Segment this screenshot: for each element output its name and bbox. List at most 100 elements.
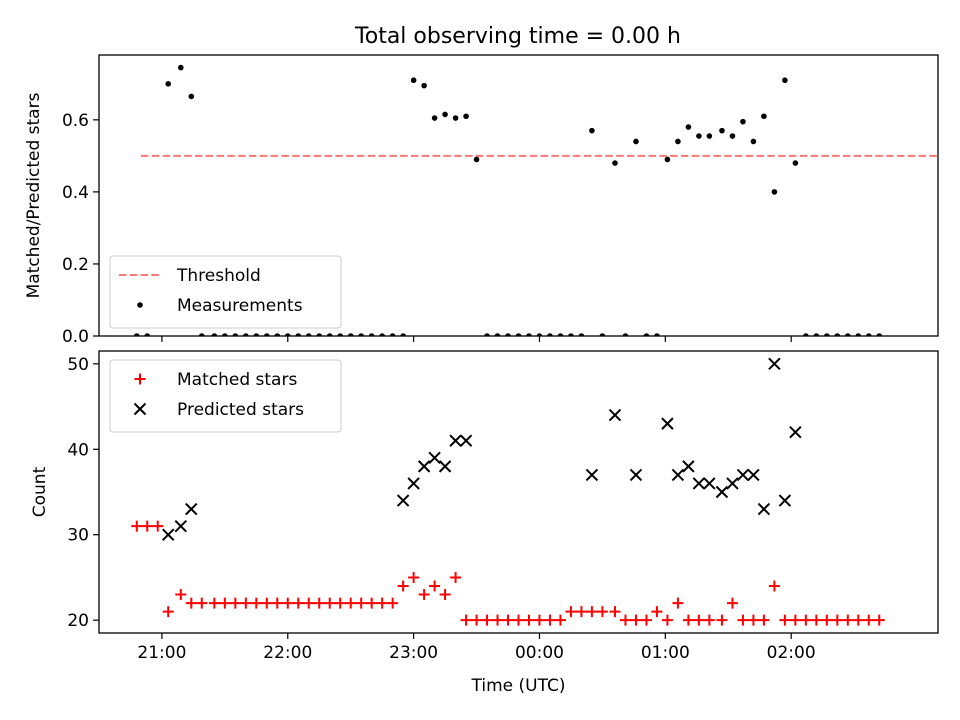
- legend-label: Threshold: [176, 266, 261, 286]
- matched-star-point: [672, 597, 684, 609]
- matched-star-point: [596, 606, 608, 618]
- measurement-point: [622, 333, 629, 336]
- legend-matched-swatch: [134, 373, 146, 385]
- matched-star-point: [219, 597, 231, 609]
- measurement-point: [813, 333, 820, 336]
- measurement-point: [165, 81, 172, 87]
- predicted-star-point: [174, 519, 188, 533]
- matched-star-point: [460, 614, 472, 626]
- y-tick-label: 40: [67, 440, 89, 460]
- legend-label: Measurements: [177, 296, 303, 316]
- measurement-point: [696, 133, 702, 139]
- matched-star-point: [726, 597, 738, 609]
- predicted-star-point: [703, 477, 716, 490]
- y-tick-label: 50: [67, 355, 89, 375]
- predicted-star-point: [417, 460, 431, 473]
- matched-star-point: [313, 597, 325, 609]
- measurement-point: [232, 333, 239, 336]
- matched-star-point: [609, 606, 621, 618]
- measurement-point: [654, 333, 660, 336]
- matched-star-point: [408, 571, 420, 583]
- legend-measurements-swatch: [137, 302, 143, 308]
- matched-star-point: [842, 614, 854, 626]
- matched-star-point: [481, 614, 493, 626]
- predicted-star-point: [682, 460, 695, 473]
- measurement-point: [761, 113, 767, 120]
- measurement-point: [664, 156, 671, 163]
- predicted-star-point: [692, 477, 706, 490]
- matched-star-point: [282, 597, 294, 609]
- measurement-point: [675, 138, 681, 145]
- legend-label: Predicted stars: [177, 400, 304, 420]
- matched-star-point: [737, 614, 749, 626]
- measurement-point: [198, 333, 205, 336]
- legend-frame: [109, 359, 342, 433]
- measurement-point: [389, 333, 396, 336]
- matched-star-point: [852, 614, 864, 626]
- matched-star-point: [141, 520, 153, 532]
- y-tick-label: 0.6: [62, 111, 89, 131]
- measurement-point: [305, 333, 312, 336]
- matched-star-point: [565, 606, 577, 618]
- matched-star-point: [397, 580, 409, 592]
- measurement-point: [188, 93, 195, 100]
- measurement-point: [264, 333, 270, 336]
- matched-star-point: [376, 597, 388, 609]
- matched-star-point: [651, 606, 663, 618]
- matched-star-point: [831, 614, 843, 626]
- predicted-star-point: [396, 494, 410, 507]
- predicted-star-point: [715, 485, 729, 499]
- matched-star-point: [303, 597, 315, 609]
- measurement-point: [547, 333, 553, 336]
- matched-star-point: [693, 614, 705, 626]
- measurement-point: [750, 138, 757, 145]
- ratio-panel: 0.0 0.2 0.4 0.6 Matched/Predicted stars Thres…: [24, 54, 939, 347]
- measurement-point: [845, 333, 851, 336]
- matched-star-point: [450, 571, 462, 583]
- measurement-point: [729, 133, 736, 139]
- measurement-point: [526, 333, 532, 336]
- y-tick-label: 20: [67, 611, 89, 631]
- matched-star-point: [418, 589, 430, 601]
- plot-area: [133, 64, 938, 336]
- matched-star-point: [292, 597, 304, 609]
- measurement-point: [706, 133, 713, 139]
- measurement-point: [473, 156, 480, 163]
- measurement-point: [133, 333, 140, 336]
- measurement-point: [568, 333, 574, 336]
- x-tick-label: 02:00: [767, 643, 816, 663]
- measurement-point: [368, 333, 375, 336]
- predicted-star-point: [757, 502, 771, 516]
- x-tick-label: 00:00: [515, 643, 564, 663]
- measurement-point: [771, 189, 778, 195]
- predicted-star-point: [585, 468, 599, 482]
- measurement-point: [633, 138, 639, 145]
- y-tick-label: 30: [67, 526, 89, 546]
- measurement-point: [803, 333, 809, 336]
- axes-frame: [98, 54, 939, 337]
- measurement-point: [494, 333, 501, 336]
- matched-star-point: [162, 606, 174, 618]
- predicted-star-point: [449, 434, 462, 447]
- matched-star-point: [630, 614, 642, 626]
- matched-star-point: [131, 520, 143, 532]
- measurement-point: [855, 333, 862, 336]
- measurement-point: [484, 333, 490, 336]
- matched-star-point: [554, 614, 566, 626]
- matched-star-point: [619, 614, 631, 626]
- measurement-point: [824, 333, 830, 336]
- matched-star-point: [810, 614, 822, 626]
- matched-star-point: [471, 614, 483, 626]
- x-tick-label: 21:00: [137, 643, 186, 663]
- matched-star-point: [492, 614, 504, 626]
- legend: Matched stars Predicted stars: [109, 359, 342, 433]
- predicted-star-point: [428, 451, 441, 465]
- predicted-star-point: [768, 357, 781, 371]
- predicted-star-point: [736, 468, 750, 482]
- matched-star-point: [703, 614, 715, 626]
- measurement-point: [243, 333, 249, 336]
- matched-star-point: [586, 606, 598, 618]
- measurement-point: [431, 115, 438, 121]
- predicted-star-point: [789, 425, 802, 439]
